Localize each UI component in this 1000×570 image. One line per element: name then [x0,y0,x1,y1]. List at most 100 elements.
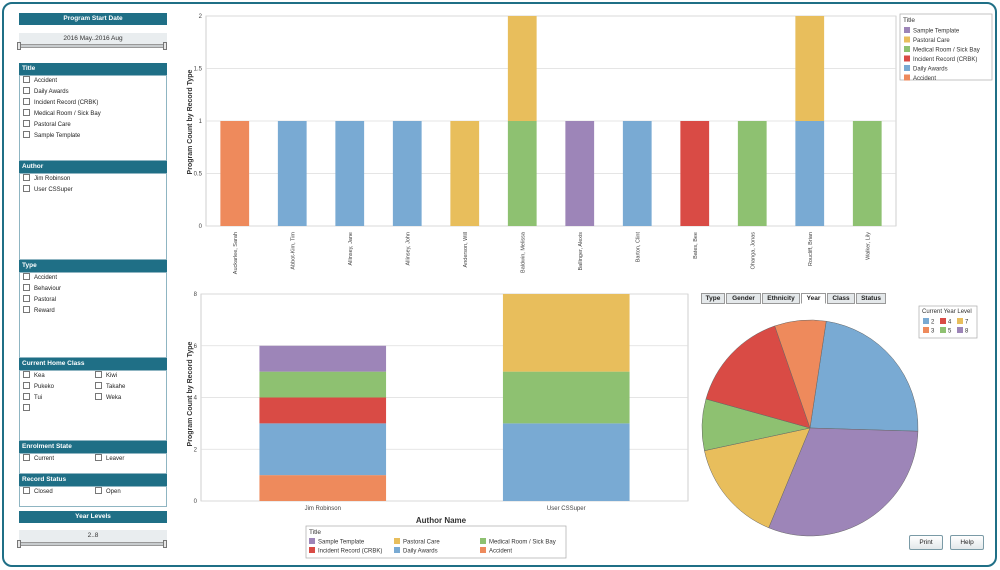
checkbox[interactable] [23,284,30,292]
checkbox[interactable] [23,295,30,303]
enrolment-option[interactable]: Leaver [95,454,124,465]
title-option[interactable]: Sample Template [23,131,80,142]
legend-entry: Medical Room / Sick Bay [913,48,980,54]
bar-segment[interactable] [450,121,480,226]
enrolment-option[interactable]: Current [23,454,54,465]
checkbox[interactable] [23,273,30,281]
home-class-option[interactable]: Kiwi [95,371,117,382]
bar-segment[interactable] [680,121,710,226]
title-option[interactable]: Incident Record (CRBK) [23,98,98,109]
bar-segment[interactable] [259,423,387,476]
home-class-option[interactable]: Tui [23,393,42,404]
record-status-option[interactable]: Open [95,487,121,498]
checkbox[interactable] [23,454,30,462]
pie-slice[interactable] [774,319,827,429]
bar-segment[interactable] [259,345,387,372]
legend-entry: Sample Template [913,29,960,35]
bar-segment[interactable] [392,121,422,226]
year-slider-min-handle[interactable] [17,540,21,548]
checkbox[interactable] [23,404,30,412]
bar-segment[interactable] [259,475,387,501]
type-filter-header: Type [19,260,167,272]
author-option[interactable]: Jim Robinson [23,174,70,185]
checkbox[interactable] [23,76,30,84]
date-slider-min-handle[interactable] [17,42,21,50]
tab-ethnicity[interactable]: Ethnicity [762,293,800,304]
checkbox[interactable] [95,371,102,379]
type-option[interactable]: Reward [23,306,55,317]
bar-segment[interactable] [259,397,387,424]
tab-year[interactable]: Year [801,293,826,304]
bar-segment[interactable] [795,121,825,226]
title-option[interactable]: Medical Room / Sick Bay [23,109,101,120]
checkbox[interactable] [23,306,30,314]
home-class-option-blank[interactable] [23,404,34,415]
type-option[interactable]: Accident [23,273,57,284]
pie-slice[interactable] [705,325,811,429]
y-tick-label: 4 [194,396,198,402]
bar-segment[interactable] [335,121,365,226]
bar-segment[interactable] [507,16,537,121]
title-filter-header: Title [19,63,167,75]
home-class-option[interactable]: Weka [95,393,121,404]
print-button[interactable]: Print [909,535,943,550]
bar-segment[interactable] [502,423,630,501]
bar-segment[interactable] [622,121,652,226]
x-tick-label: Ballinger, Alexis [578,232,584,271]
pie-slice[interactable] [809,320,919,432]
tab-status[interactable]: Status [856,293,886,304]
enrolment-state-header: Enrolment State [19,441,167,453]
legend-swatch [904,55,910,62]
checkbox[interactable] [23,109,30,117]
home-class-option[interactable]: Takahe [95,382,125,393]
legend-swatch [957,318,963,324]
author-option[interactable]: User CSSuper [23,185,73,196]
checkbox[interactable] [95,393,102,401]
tab-type[interactable]: Type [701,293,725,304]
checkbox[interactable] [95,487,102,495]
date-slider-max-handle[interactable] [163,42,167,50]
bar-segment[interactable] [277,121,307,226]
type-option[interactable]: Pastoral [23,295,56,306]
bar-segment[interactable] [737,121,767,226]
bar-segment[interactable] [795,16,825,121]
title-option[interactable]: Accident [23,76,57,87]
bottom-legend-title: Title [309,529,321,536]
checkbox[interactable] [23,382,30,390]
bar-segment[interactable] [259,371,387,398]
checkbox[interactable] [23,87,30,95]
pie-slice[interactable] [768,427,919,537]
checkbox[interactable] [23,120,30,128]
tab-gender[interactable]: Gender [726,293,761,304]
bar-segment[interactable] [852,121,882,226]
checkbox[interactable] [23,174,30,182]
checkbox[interactable] [23,131,30,139]
year-slider-max-handle[interactable] [163,540,167,548]
record-status-option[interactable]: Closed [23,487,53,498]
help-button[interactable]: Help [950,535,984,550]
checkbox[interactable] [23,487,30,495]
checkbox[interactable] [95,382,102,390]
bar-segment[interactable] [502,371,630,424]
checkbox[interactable] [23,98,30,106]
tab-class[interactable]: Class [827,293,855,304]
bar-segment[interactable] [502,294,630,372]
bar-segment[interactable] [565,121,595,226]
legend-entry: Medical Room / Sick Bay [489,540,556,546]
pie-slice[interactable] [704,427,811,529]
type-option[interactable]: Behaviour [23,284,61,295]
checkbox[interactable] [23,185,30,193]
title-option[interactable]: Pastoral Care [23,120,71,131]
checkbox[interactable] [95,454,102,462]
checkbox[interactable] [23,393,30,401]
home-class-option[interactable]: Pukeko [23,382,54,393]
bar-segment[interactable] [507,121,537,226]
bar-segment[interactable] [220,121,250,226]
y-tick-label: 0 [194,499,198,505]
title-option[interactable]: Daily Awards [23,87,69,98]
home-class-option[interactable]: Kea [23,371,45,382]
x-tick-label: Ohanga, Jonas [750,232,756,270]
checkbox[interactable] [23,371,30,379]
legend-entry: Accident [913,76,936,82]
